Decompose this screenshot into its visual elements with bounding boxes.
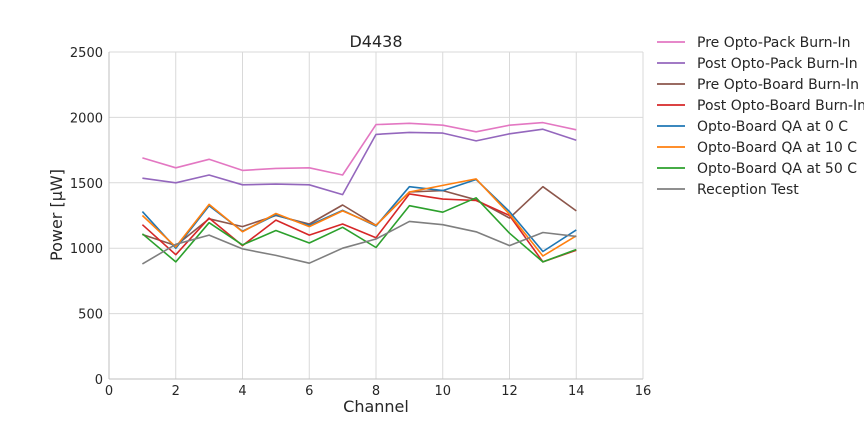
axes-frame xyxy=(108,52,643,380)
x-axis-label: Channel xyxy=(343,397,409,416)
x-tick-label: 8 xyxy=(372,384,380,399)
x-tick-label: 12 xyxy=(501,384,518,399)
series-line-8 xyxy=(141,220,577,265)
legend-label: Post Opto-Pack Burn-In xyxy=(697,56,858,72)
series-line-6 xyxy=(141,178,577,257)
legend-label: Reception Test xyxy=(697,182,799,198)
series-line-2 xyxy=(142,128,577,196)
y-tick-label: 2000 xyxy=(70,111,103,126)
series-lines xyxy=(141,121,577,265)
x-tick-labels: 0 2 4 6 8 10 12 14 16 xyxy=(105,384,651,399)
series-line-3 xyxy=(142,185,577,247)
series-line-4 xyxy=(141,193,577,263)
y-tick-labels: 0 500 1000 1500 2000 2500 xyxy=(70,46,103,388)
legend-label: Opto-Board QA at 10 C xyxy=(697,140,857,156)
chart-title: D4438 xyxy=(349,32,402,51)
y-tick-label: 2500 xyxy=(70,46,103,61)
x-tick-label: 4 xyxy=(238,384,246,399)
x-tick-label: 16 xyxy=(635,384,652,399)
x-tick-label: 10 xyxy=(434,384,451,399)
legend-label: Post Opto-Board Burn-In xyxy=(697,98,864,114)
y-axis-label: Power [μW] xyxy=(47,169,66,261)
legend-label: Opto-Board QA at 50 C xyxy=(697,161,857,177)
y-tick-label: 1500 xyxy=(70,177,103,192)
legend-label: Pre Opto-Board Burn-In xyxy=(697,77,859,93)
x-tick-label: 0 xyxy=(105,384,113,399)
x-tick-label: 2 xyxy=(172,384,180,399)
legend-label: Opto-Board QA at 0 C xyxy=(697,119,848,135)
y-tick-label: 1000 xyxy=(70,242,103,257)
x-tick-label: 6 xyxy=(305,384,313,399)
series-line-1 xyxy=(142,121,577,176)
legend-label: Pre Opto-Pack Burn-In xyxy=(697,35,851,51)
legend: Pre Opto-Pack Burn-In Post Opto-Pack Burn… xyxy=(657,35,864,198)
x-tick-label: 14 xyxy=(568,384,585,399)
series-line-7 xyxy=(141,197,577,263)
y-tick-label: 0 xyxy=(95,373,103,388)
y-tick-label: 500 xyxy=(78,308,103,323)
